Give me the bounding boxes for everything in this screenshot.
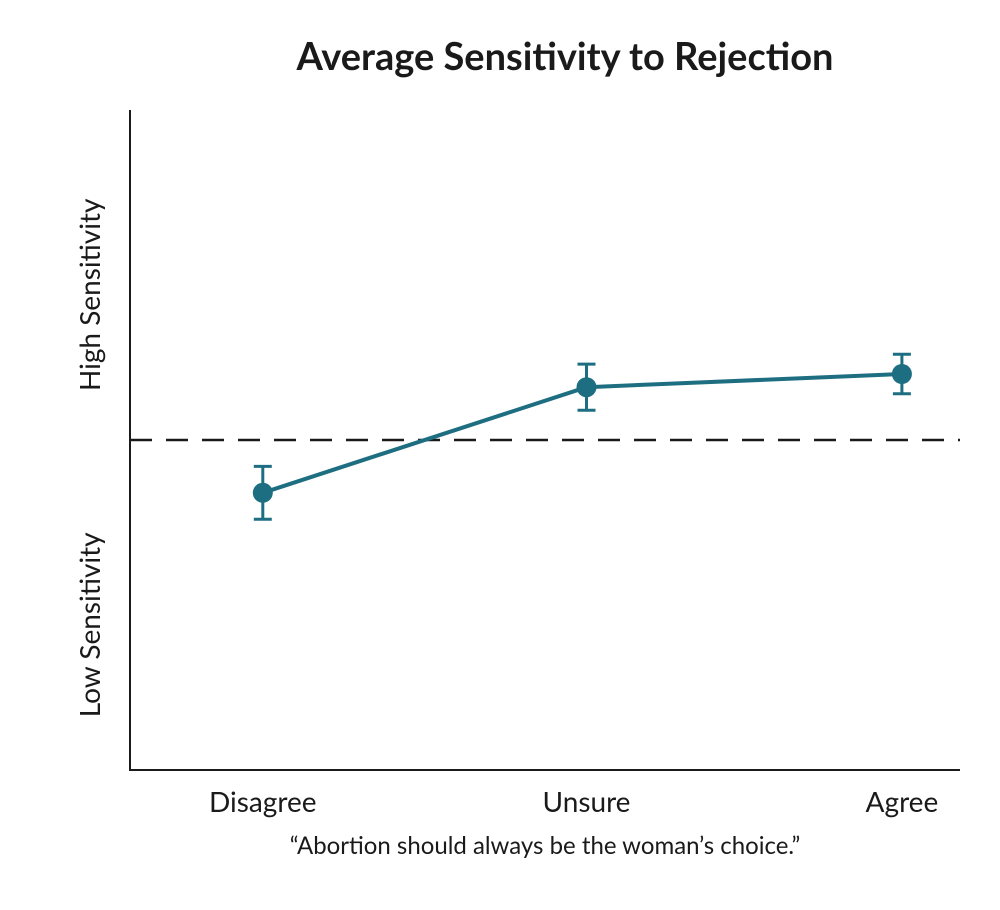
- chart-background: [0, 0, 1000, 910]
- y-tick-label: Low Sensitivity: [72, 532, 106, 717]
- data-marker: [892, 364, 912, 384]
- x-tick-label: Unsure: [543, 784, 631, 818]
- x-tick-label: Agree: [866, 784, 939, 818]
- x-tick-label: Disagree: [209, 784, 317, 818]
- data-marker: [253, 483, 273, 503]
- chart-title: Average Sensitivity to Rejection: [296, 33, 834, 79]
- y-tick-label: High Sensitivity: [72, 198, 106, 391]
- chart-svg: Average Sensitivity to Rejection Disagree…: [0, 0, 1000, 910]
- chart-container: Average Sensitivity to Rejection Disagree…: [0, 0, 1000, 910]
- x-axis-subtitle: “Abortion should always be the woman’s c…: [290, 831, 801, 860]
- data-marker: [577, 377, 597, 397]
